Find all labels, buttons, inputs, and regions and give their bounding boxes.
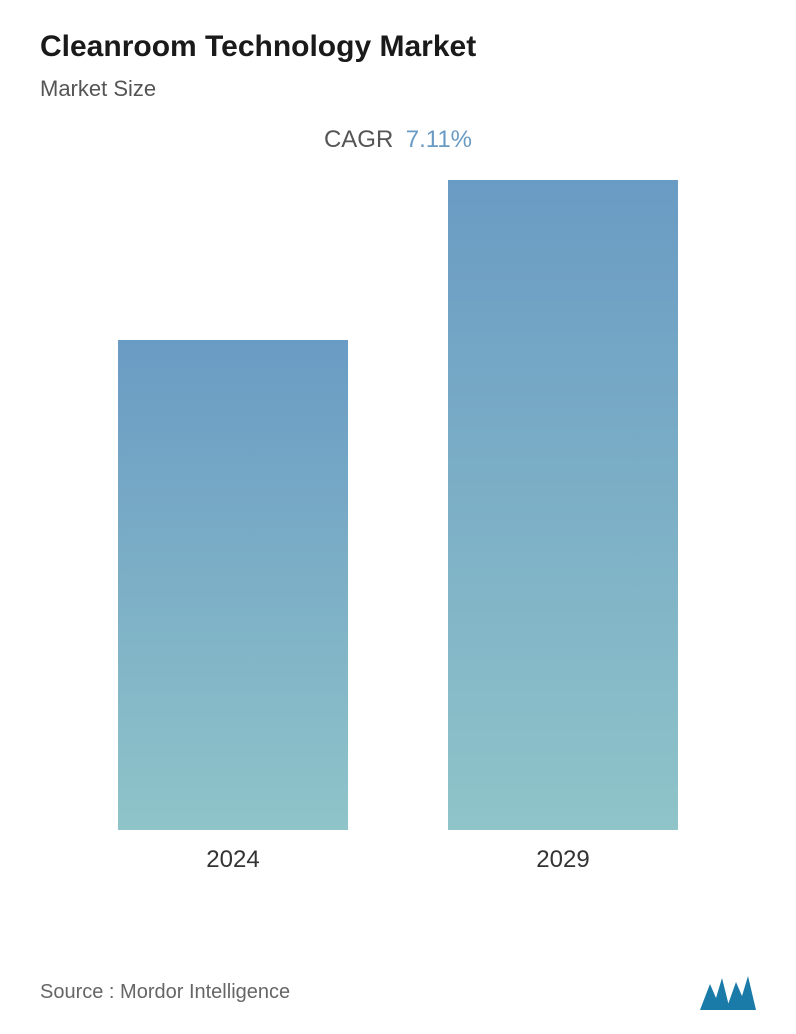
chart-subtitle: Market Size [40,76,756,102]
bar-label: 2029 [536,846,589,874]
bar-group: 2024 [118,340,348,874]
bar-chart: 2024 2029 [40,204,756,874]
logo-icon [700,974,756,1010]
cagr-row: CAGR 7.11% [40,126,756,154]
bar-group: 2029 [448,180,678,874]
cagr-label: CAGR [324,126,393,153]
bar-label: 2024 [206,846,259,874]
footer: Source : Mordor Intelligence [40,974,756,1010]
cagr-value: 7.11% [406,126,472,153]
bar [118,340,348,830]
source-text: Source : Mordor Intelligence [40,981,290,1004]
bar [448,180,678,830]
chart-title: Cleanroom Technology Market [40,30,756,64]
